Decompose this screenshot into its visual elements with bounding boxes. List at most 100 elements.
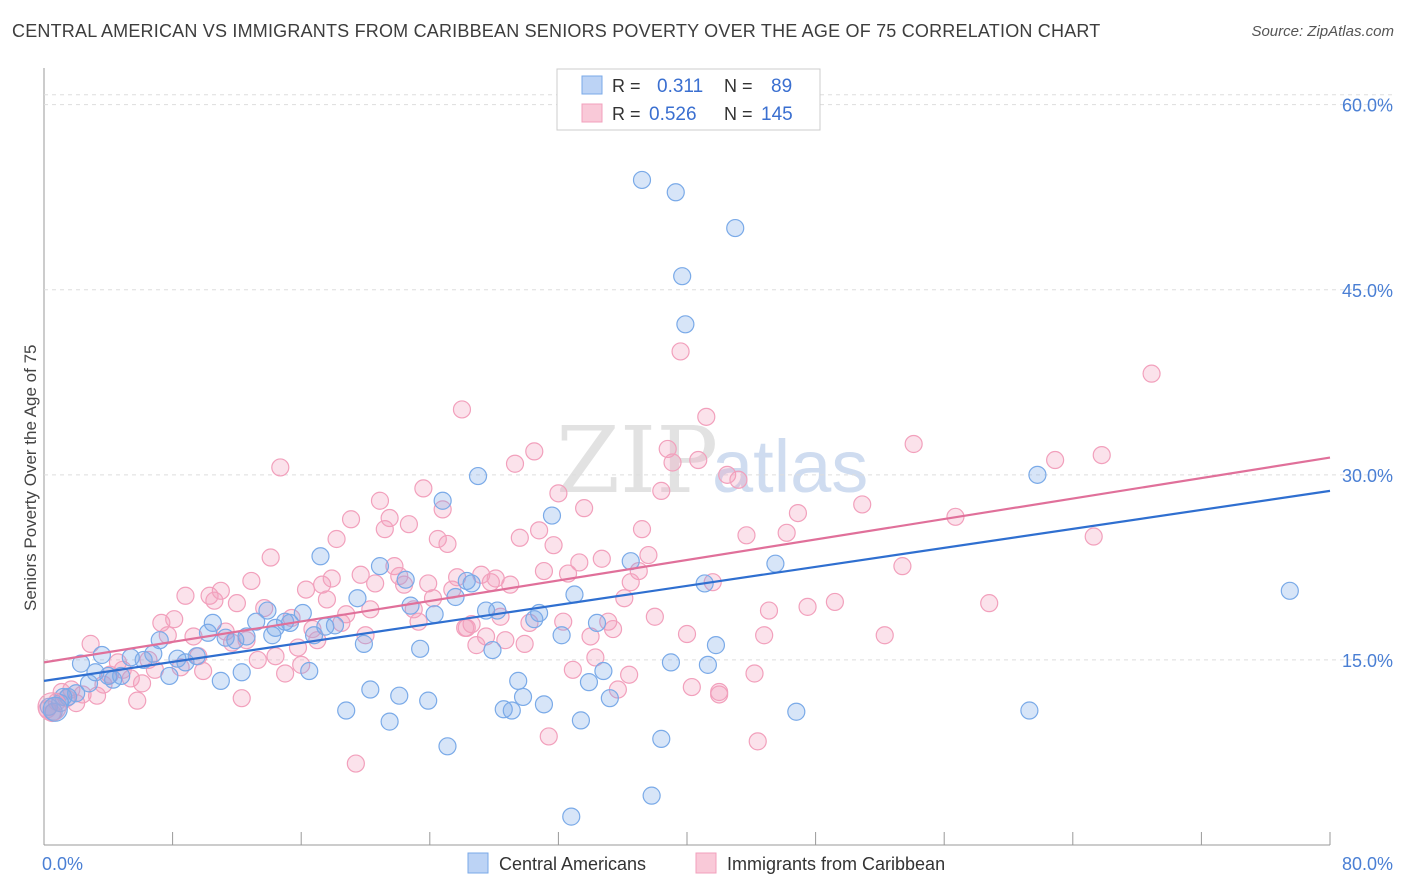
point-central-american bbox=[673, 267, 692, 286]
legend-swatch-blue bbox=[581, 75, 603, 95]
point-central-american bbox=[542, 506, 562, 525]
point-central-american bbox=[488, 601, 507, 620]
point-central-american bbox=[187, 647, 206, 666]
point-caribbean bbox=[414, 479, 433, 498]
point-central-american bbox=[706, 636, 726, 655]
point-caribbean bbox=[586, 648, 605, 667]
point-caribbean bbox=[639, 545, 658, 565]
point-central-american bbox=[112, 666, 131, 686]
point-central-american bbox=[1020, 701, 1039, 720]
point-central-american bbox=[354, 634, 373, 653]
point-central-american bbox=[552, 626, 571, 645]
point-caribbean bbox=[515, 634, 534, 653]
point-central-american bbox=[411, 639, 430, 658]
point-caribbean bbox=[211, 581, 230, 600]
point-caribbean bbox=[677, 624, 697, 644]
point-central-american bbox=[390, 686, 409, 705]
point-caribbean bbox=[544, 536, 563, 555]
legend-r-label-2: R = bbox=[612, 104, 641, 124]
point-central-american bbox=[419, 691, 438, 710]
point-caribbean bbox=[798, 597, 817, 616]
point-caribbean bbox=[227, 594, 246, 613]
point-caribbean bbox=[248, 650, 267, 670]
legend-n-label-1: N = bbox=[724, 76, 753, 96]
point-central-american bbox=[525, 610, 544, 629]
point-central-american bbox=[71, 654, 91, 673]
bottom-legend-swatch-blue bbox=[467, 852, 489, 874]
point-central-american bbox=[462, 574, 481, 593]
y-tick-label: 30.0% bbox=[1342, 466, 1393, 486]
point-central-american bbox=[160, 666, 179, 686]
point-central-american bbox=[457, 571, 476, 591]
legend-n-label-2: N = bbox=[724, 104, 753, 124]
x-tick-label-max: 80.0% bbox=[1342, 854, 1393, 874]
point-caribbean bbox=[438, 534, 457, 554]
point-central-american bbox=[433, 491, 452, 510]
bottom-legend-label-2: Immigrants from Caribbean bbox=[727, 854, 945, 874]
point-caribbean bbox=[232, 689, 251, 708]
point-caribbean bbox=[853, 495, 872, 514]
point-caribbean bbox=[530, 521, 549, 540]
point-caribbean bbox=[652, 481, 671, 500]
point-central-american bbox=[483, 640, 502, 660]
point-caribbean bbox=[825, 592, 844, 612]
point-caribbean bbox=[205, 591, 224, 610]
point-caribbean bbox=[534, 561, 554, 581]
point-central-american bbox=[676, 315, 695, 334]
source-label: Source: ZipAtlas.com bbox=[1251, 23, 1394, 40]
bottom-legend-label-1: Central Americans bbox=[499, 854, 646, 874]
point-central-american bbox=[348, 589, 367, 608]
point-caribbean bbox=[718, 465, 737, 484]
point-central-american bbox=[509, 671, 528, 690]
point-central-american bbox=[134, 650, 153, 670]
point-central-american bbox=[1028, 465, 1047, 484]
point-caribbean bbox=[375, 520, 394, 539]
point-central-american bbox=[396, 570, 415, 589]
point-caribbean bbox=[73, 685, 92, 704]
point-central-american bbox=[311, 547, 330, 566]
point-central-american bbox=[425, 605, 444, 624]
point-caribbean bbox=[317, 590, 337, 609]
point-caribbean bbox=[663, 453, 682, 472]
point-caribbean bbox=[632, 520, 652, 539]
point-caribbean bbox=[380, 508, 399, 528]
point-central-american bbox=[337, 701, 356, 720]
point-caribbean bbox=[128, 691, 147, 710]
point-central-american bbox=[1280, 581, 1299, 600]
point-caribbean bbox=[370, 491, 390, 510]
point-caribbean bbox=[296, 580, 316, 599]
point-caribbean bbox=[893, 557, 912, 576]
legend-r-value-2: 0.526 bbox=[649, 104, 697, 125]
point-central-american bbox=[67, 684, 86, 703]
point-caribbean bbox=[615, 589, 634, 608]
point-central-american bbox=[370, 557, 390, 576]
point-central-american bbox=[579, 673, 599, 692]
point-caribbean bbox=[737, 526, 756, 545]
point-central-american bbox=[632, 170, 652, 190]
point-central-american bbox=[698, 655, 717, 674]
point-caribbean bbox=[525, 442, 544, 461]
point-central-american bbox=[642, 786, 661, 805]
point-caribbean bbox=[658, 439, 677, 459]
point-caribbean bbox=[385, 557, 404, 576]
point-caribbean bbox=[366, 574, 385, 593]
point-central-american bbox=[587, 613, 607, 633]
point-caribbean bbox=[255, 598, 274, 618]
point-caribbean bbox=[645, 607, 664, 626]
point-central-american bbox=[325, 616, 345, 635]
point-central-american bbox=[293, 603, 312, 623]
point-caribbean bbox=[788, 503, 808, 523]
point-caribbean bbox=[242, 571, 261, 591]
point-central-american bbox=[361, 680, 380, 699]
point-central-american bbox=[661, 653, 681, 672]
point-caribbean bbox=[428, 529, 447, 549]
point-caribbean bbox=[592, 549, 611, 568]
point-caribbean bbox=[351, 565, 370, 584]
point-caribbean bbox=[755, 626, 774, 645]
point-central-american bbox=[211, 671, 230, 690]
point-caribbean bbox=[510, 528, 529, 547]
point-central-american bbox=[726, 218, 745, 238]
point-caribbean bbox=[875, 626, 894, 645]
point-caribbean bbox=[777, 523, 796, 542]
point-caribbean bbox=[1084, 527, 1103, 546]
